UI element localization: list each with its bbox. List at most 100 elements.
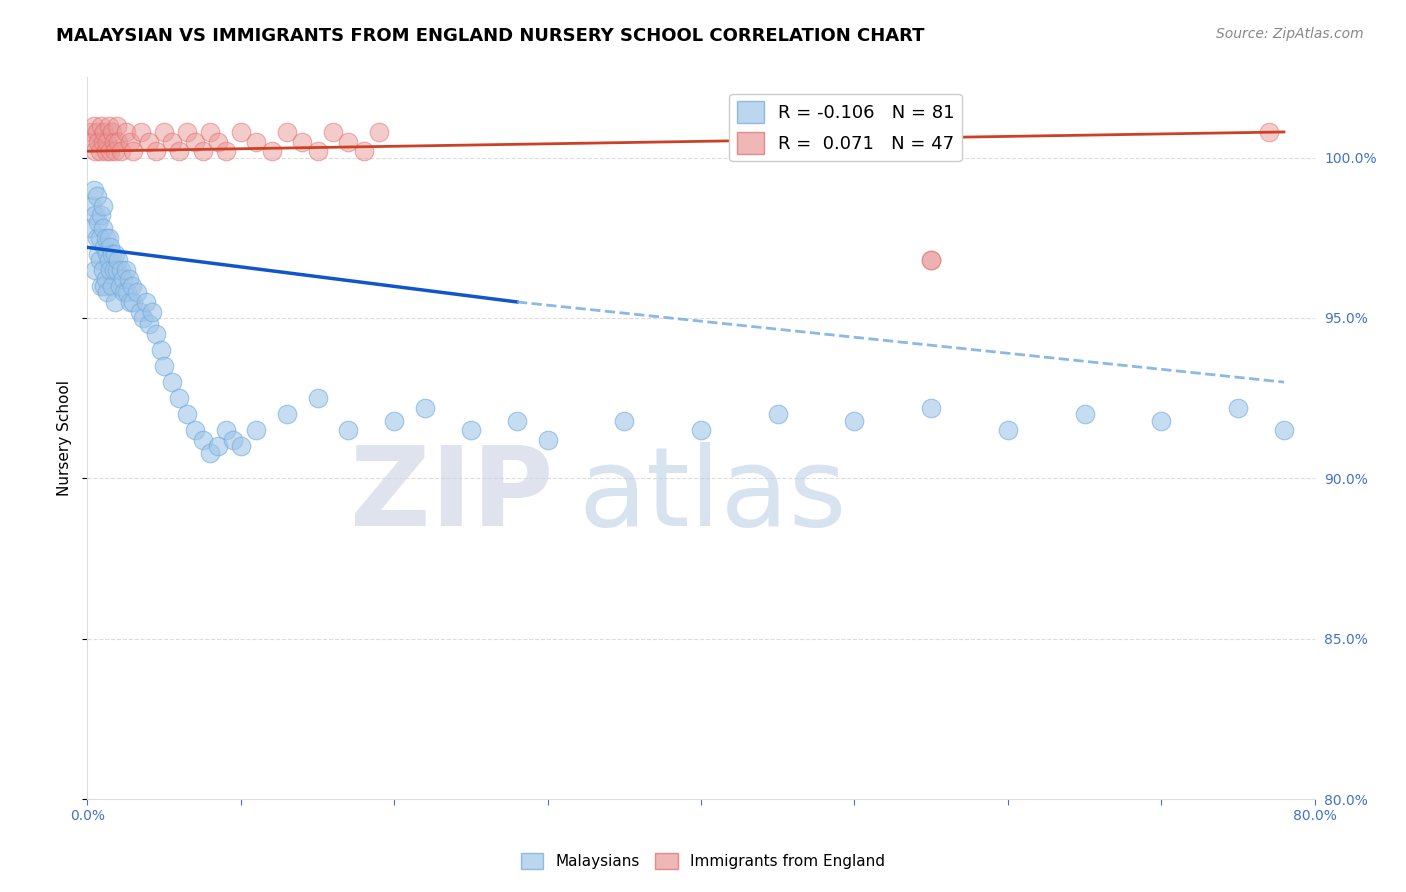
Text: Source: ZipAtlas.com: Source: ZipAtlas.com bbox=[1216, 27, 1364, 41]
Point bbox=[104, 295, 127, 310]
Point bbox=[96, 135, 118, 149]
Point bbox=[96, 247, 118, 261]
Point bbox=[94, 231, 117, 245]
Point bbox=[97, 119, 120, 133]
Point bbox=[229, 125, 252, 139]
Point bbox=[920, 253, 942, 268]
Point bbox=[100, 145, 122, 159]
Point bbox=[128, 304, 150, 318]
Point bbox=[214, 145, 236, 159]
Point bbox=[101, 279, 124, 293]
Point bbox=[83, 119, 105, 133]
Point bbox=[84, 263, 107, 277]
Point bbox=[89, 231, 111, 245]
Y-axis label: Nursery School: Nursery School bbox=[58, 380, 72, 496]
Point bbox=[1226, 401, 1249, 415]
Point bbox=[84, 145, 107, 159]
Point bbox=[80, 199, 103, 213]
Point bbox=[176, 407, 198, 421]
Point bbox=[920, 253, 942, 268]
Point bbox=[104, 145, 127, 159]
Point bbox=[90, 279, 112, 293]
Point bbox=[90, 208, 112, 222]
Point bbox=[125, 285, 148, 300]
Point bbox=[112, 285, 135, 300]
Point bbox=[191, 433, 214, 447]
Point bbox=[107, 135, 129, 149]
Point bbox=[138, 318, 160, 332]
Point bbox=[79, 125, 101, 139]
Point bbox=[382, 414, 405, 428]
Point bbox=[90, 119, 112, 133]
Point bbox=[153, 359, 176, 373]
Point bbox=[117, 285, 139, 300]
Point bbox=[91, 263, 114, 277]
Point bbox=[276, 407, 298, 421]
Point bbox=[86, 125, 108, 139]
Point bbox=[86, 189, 108, 203]
Point bbox=[80, 135, 103, 149]
Point bbox=[89, 145, 111, 159]
Point bbox=[337, 135, 360, 149]
Point bbox=[120, 135, 142, 149]
Point bbox=[141, 304, 163, 318]
Point bbox=[307, 145, 329, 159]
Point bbox=[367, 125, 389, 139]
Point bbox=[103, 263, 125, 277]
Point bbox=[110, 145, 132, 159]
Point bbox=[198, 125, 221, 139]
Text: MALAYSIAN VS IMMIGRANTS FROM ENGLAND NURSERY SCHOOL CORRELATION CHART: MALAYSIAN VS IMMIGRANTS FROM ENGLAND NUR… bbox=[56, 27, 925, 45]
Point bbox=[920, 401, 942, 415]
Point bbox=[122, 145, 145, 159]
Point bbox=[135, 295, 157, 310]
Point bbox=[690, 423, 713, 437]
Point bbox=[101, 247, 124, 261]
Point bbox=[114, 125, 136, 139]
Point bbox=[997, 423, 1019, 437]
Point bbox=[138, 135, 160, 149]
Point bbox=[83, 183, 105, 197]
Point bbox=[460, 423, 482, 437]
Text: ZIP: ZIP bbox=[350, 442, 554, 549]
Point bbox=[145, 145, 167, 159]
Point bbox=[87, 135, 110, 149]
Point bbox=[506, 414, 529, 428]
Point bbox=[245, 423, 267, 437]
Point bbox=[94, 145, 117, 159]
Point bbox=[89, 253, 111, 268]
Point bbox=[96, 285, 118, 300]
Point bbox=[93, 279, 115, 293]
Point bbox=[105, 263, 128, 277]
Point bbox=[207, 135, 229, 149]
Point bbox=[353, 145, 375, 159]
Point bbox=[121, 279, 143, 293]
Point bbox=[97, 253, 120, 268]
Point bbox=[169, 391, 191, 405]
Point bbox=[91, 199, 114, 213]
Point bbox=[104, 247, 127, 261]
Point bbox=[131, 310, 153, 325]
Point bbox=[613, 414, 636, 428]
Point bbox=[1272, 423, 1295, 437]
Point bbox=[94, 272, 117, 286]
Text: atlas: atlas bbox=[578, 442, 846, 549]
Point bbox=[1257, 125, 1279, 139]
Point bbox=[150, 343, 173, 357]
Point bbox=[153, 125, 176, 139]
Point bbox=[322, 125, 344, 139]
Point bbox=[91, 135, 114, 149]
Point bbox=[111, 272, 134, 286]
Point bbox=[176, 125, 198, 139]
Point bbox=[103, 135, 125, 149]
Point bbox=[198, 445, 221, 459]
Point bbox=[87, 215, 110, 229]
Point bbox=[191, 145, 214, 159]
Legend: Malaysians, Immigrants from England: Malaysians, Immigrants from England bbox=[515, 847, 891, 875]
Point bbox=[100, 263, 122, 277]
Point bbox=[145, 326, 167, 341]
Point bbox=[105, 119, 128, 133]
Point bbox=[120, 295, 142, 310]
Point bbox=[108, 279, 131, 293]
Point bbox=[122, 295, 145, 310]
Point bbox=[260, 145, 283, 159]
